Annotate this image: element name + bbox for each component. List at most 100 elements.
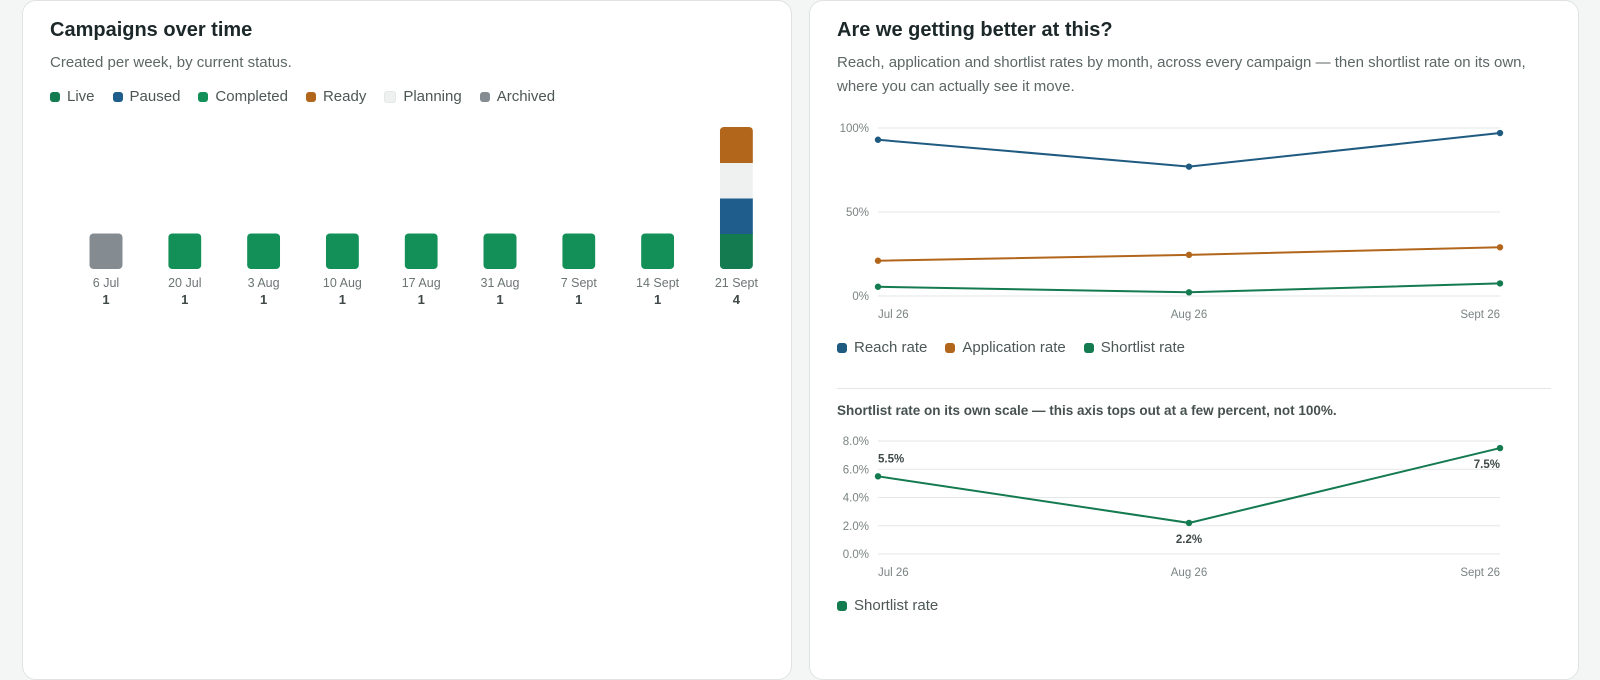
campaigns-bar-chart: 6 Jul 1 20 Jul 1 3 Aug 1 10 Aug 1 17 Aug 1 31 Aug 1…	[89, 127, 758, 307]
bar-total-label: 1	[102, 292, 109, 307]
legend-item: Archived	[479, 88, 556, 105]
bar-segment-completed	[325, 233, 359, 269]
bar-segment-archived	[89, 233, 123, 269]
bar-total-label: 1	[654, 292, 661, 307]
bar-segment-ready	[719, 127, 753, 163]
data-point	[1185, 519, 1193, 527]
rates-legend: Reach rate Application rate Shortlist rate	[837, 339, 1203, 356]
bar-group: 14 Sept 1	[636, 233, 680, 307]
bar-segment-completed	[483, 233, 517, 269]
x-tick-label: Sept 26	[1460, 567, 1500, 579]
legend-item: Ready	[305, 88, 366, 105]
legend-swatch	[384, 90, 397, 103]
card-subtitle: Reach, application and shortlist rates b…	[837, 54, 1526, 95]
section-divider	[837, 388, 1551, 389]
bar-segment-planning	[719, 162, 753, 199]
bar-total-label: 1	[418, 292, 425, 307]
x-tick-label: Sept 26	[1460, 309, 1500, 321]
data-label: 5.5%	[878, 453, 904, 465]
x-tick-label: 31 Aug	[481, 276, 520, 290]
legend-item: Completed	[198, 88, 288, 105]
x-tick-label: 14 Sept	[636, 276, 680, 290]
x-tick-label: 17 Aug	[402, 276, 441, 290]
rates-over-time-card: Are we getting better at this? Reach, ap…	[809, 0, 1579, 680]
bar-total-label: 1	[181, 292, 188, 307]
bar-total-label: 1	[575, 292, 582, 307]
bar-segment-completed	[168, 233, 202, 269]
x-tick-label: 10 Aug	[323, 276, 362, 290]
x-tick-label: Aug 26	[1171, 309, 1207, 321]
data-label: 7.5%	[1474, 459, 1500, 471]
legend-item: Application rate	[945, 339, 1066, 356]
legend-swatch	[945, 342, 956, 353]
data-point	[874, 136, 882, 143]
legend-swatch	[837, 600, 847, 611]
data-point	[874, 283, 882, 290]
shortlist-scale-note: Shortlist rate on its own scale — this a…	[837, 403, 1337, 418]
bar-group: 31 Aug 1	[481, 233, 520, 307]
legend-item: Reach rate	[837, 339, 927, 356]
legend-label: Archived	[496, 88, 556, 105]
card-title: Are we getting better at this?	[837, 19, 1113, 41]
bar-group: 6 Jul 1	[89, 233, 123, 307]
legend-item: Shortlist rate	[1083, 339, 1185, 356]
bar-group: 7 Sept 1	[561, 233, 598, 307]
bar-group: 21 Sept 4	[715, 127, 758, 307]
x-tick-label: 20 Jul	[168, 276, 201, 290]
bar-segment-completed	[404, 233, 438, 269]
data-point	[1496, 444, 1504, 452]
bar-segment-completed	[562, 233, 596, 269]
bar-group: 17 Aug 1	[402, 233, 441, 307]
bar-segment-completed	[247, 233, 281, 269]
series-line-shortlist-rate	[877, 447, 1501, 524]
legend-label: Application rate	[962, 339, 1066, 356]
legend-label: Completed	[215, 88, 288, 105]
legend-swatch	[198, 91, 209, 102]
legend-swatch	[112, 91, 123, 102]
legend-swatch	[479, 91, 490, 102]
legend-item: Planning	[384, 88, 462, 105]
y-tick-label: 2.0%	[843, 521, 869, 533]
x-tick-label: 6 Jul	[93, 276, 119, 290]
legend-label: Live	[67, 88, 95, 105]
legend-label: Reach rate	[854, 339, 928, 356]
y-tick-label: 100%	[840, 123, 869, 135]
card-title: Campaigns over time	[50, 19, 253, 41]
bar-segment-completed	[641, 233, 675, 269]
y-tick-label: 50%	[846, 207, 869, 219]
data-point	[1185, 289, 1193, 296]
data-point	[874, 257, 882, 264]
shortlist-legend: Shortlist rate	[837, 597, 956, 614]
bar-segment-live	[719, 233, 753, 269]
data-point	[1496, 280, 1504, 287]
legend-swatch	[837, 342, 847, 353]
legend-swatch	[1083, 342, 1094, 353]
y-tick-label: 6.0%	[843, 464, 869, 476]
legend-label: Planning	[403, 88, 462, 105]
legend-item: Shortlist rate	[837, 597, 938, 614]
data-point	[1496, 129, 1504, 137]
legend-label: Shortlist rate	[854, 597, 939, 614]
card-subtitle: Created per week, by current status.	[50, 54, 292, 71]
status-legend: Live Paused Completed Ready Planning Archived	[50, 88, 573, 105]
shortlist-line-chart: 8.0% 6.0% 4.0% 2.0% 0.0% Jul 26 Aug 26 Sept 26 5…	[843, 436, 1504, 579]
bar-group: 20 Jul 1	[168, 233, 202, 307]
bar-group: 10 Aug 1	[323, 233, 362, 307]
y-tick-label: 0%	[852, 291, 869, 303]
x-tick-label: 7 Sept	[561, 276, 598, 290]
bar-total-label: 1	[260, 292, 267, 307]
legend-label: Paused	[129, 88, 181, 105]
data-label: 2.2%	[1176, 534, 1202, 546]
data-point	[1185, 251, 1193, 259]
x-tick-label: 3 Aug	[248, 276, 280, 290]
rates-line-chart: 100% 50% 0% Jul 26 Aug 26 Sept 26	[840, 123, 1504, 321]
data-point	[1185, 163, 1193, 170]
x-tick-label: Aug 26	[1171, 567, 1207, 579]
bar-total-label: 1	[339, 292, 346, 307]
data-point	[874, 473, 882, 480]
bar-total-label: 1	[496, 292, 503, 307]
legend-swatch	[305, 91, 316, 102]
legend-item: Paused	[112, 88, 181, 105]
bar-segment-paused	[719, 198, 753, 234]
legend-label: Shortlist rate	[1100, 339, 1185, 356]
